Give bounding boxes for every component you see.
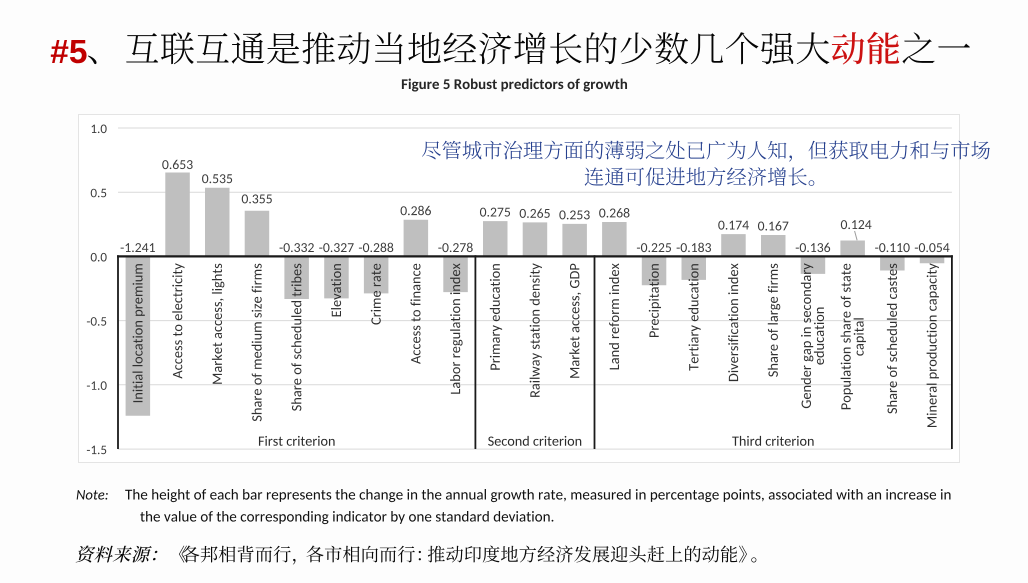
svg-text:#5: #5 [50, 34, 87, 71]
